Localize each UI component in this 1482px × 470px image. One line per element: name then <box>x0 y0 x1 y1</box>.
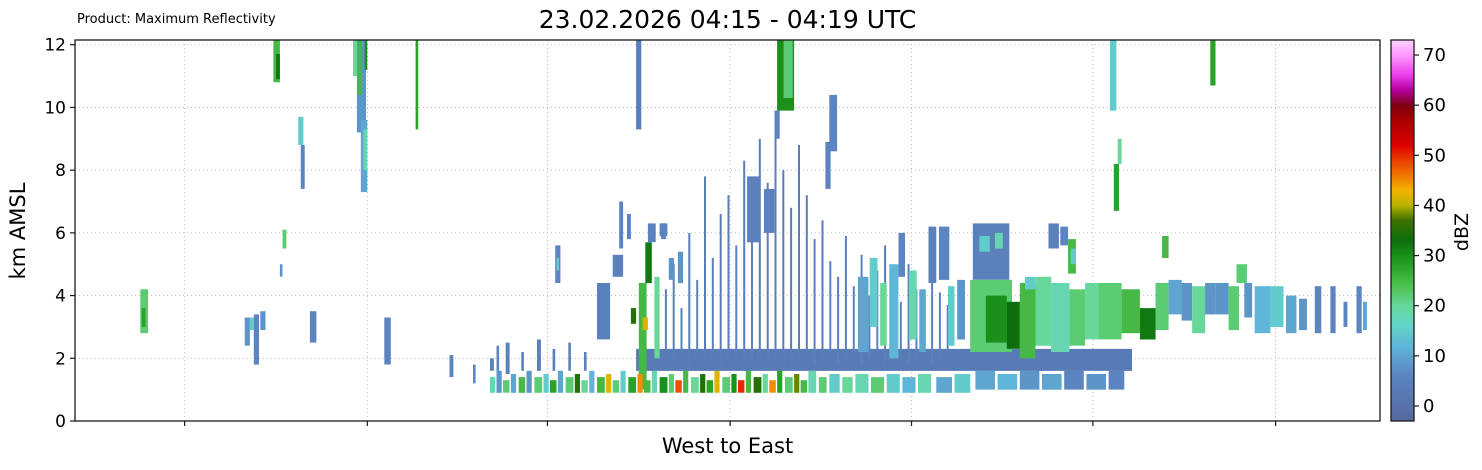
colorbar-tick-label: 20 <box>1423 296 1446 317</box>
plot-border <box>74 39 1381 422</box>
colorbar-tick-label: 40 <box>1423 195 1446 216</box>
colorbar-tick-label: 0 <box>1423 396 1434 417</box>
colorbar-tick-label: 60 <box>1423 95 1446 116</box>
colorbar-tick-label: 70 <box>1423 45 1446 66</box>
colorbar-unit-label: dBZ <box>1451 212 1473 252</box>
radar-echoes <box>140 40 1367 393</box>
y-tick-label: 12 <box>44 36 66 56</box>
colorbar-tick-label: 30 <box>1423 246 1446 267</box>
y-axis-label: km AMSL <box>6 182 30 280</box>
page-title: 23.02.2026 04:15 - 04:19 UTC <box>538 5 917 34</box>
x-axis <box>184 421 1277 426</box>
y-tick-label: 6 <box>55 224 66 244</box>
y-tick-label: 0 <box>55 412 66 432</box>
y-axis: 0 2 4 6 8 10 12 <box>44 36 75 432</box>
colorbar-tick-label: 50 <box>1423 145 1446 166</box>
y-tick-label: 2 <box>55 349 66 369</box>
product-label: Product: Maximum Reflectivity <box>77 12 276 27</box>
colorbar-tick-label: 10 <box>1423 346 1446 367</box>
colorbar: 0 10 20 30 40 50 60 70 <box>1390 39 1446 422</box>
x-axis-label: West to East <box>661 434 794 458</box>
y-tick-label: 8 <box>55 161 66 181</box>
y-tick-label: 4 <box>55 287 66 307</box>
y-tick-label: 10 <box>44 98 66 118</box>
